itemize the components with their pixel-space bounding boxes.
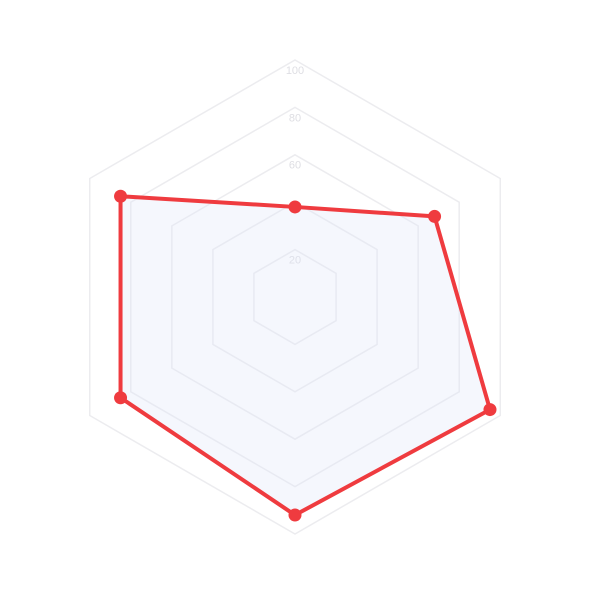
tick-label-100: 100 (286, 65, 304, 77)
radar-grid (89, 59, 501, 535)
data-point-6[interactable] (114, 189, 128, 203)
grid-ring-60 (171, 153, 419, 441)
data-point-4[interactable] (288, 508, 302, 522)
grid-ring-100 (89, 59, 501, 535)
data-point-3[interactable] (483, 403, 497, 417)
grid-ring-80 (130, 106, 460, 488)
tick-label-60: 60 (289, 160, 301, 172)
grid-ring-20 (253, 248, 337, 346)
data-point-1[interactable] (288, 200, 302, 214)
tick-label-20: 20 (289, 255, 301, 267)
series-area (120, 196, 490, 516)
data-point-2[interactable] (428, 209, 442, 223)
grid-ring-40 (212, 201, 378, 393)
data-series (114, 189, 497, 522)
data-point-5[interactable] (114, 391, 128, 405)
tick-label-80: 80 (289, 112, 301, 124)
radial-tick-labels: 20 60 80 100 (286, 65, 304, 267)
